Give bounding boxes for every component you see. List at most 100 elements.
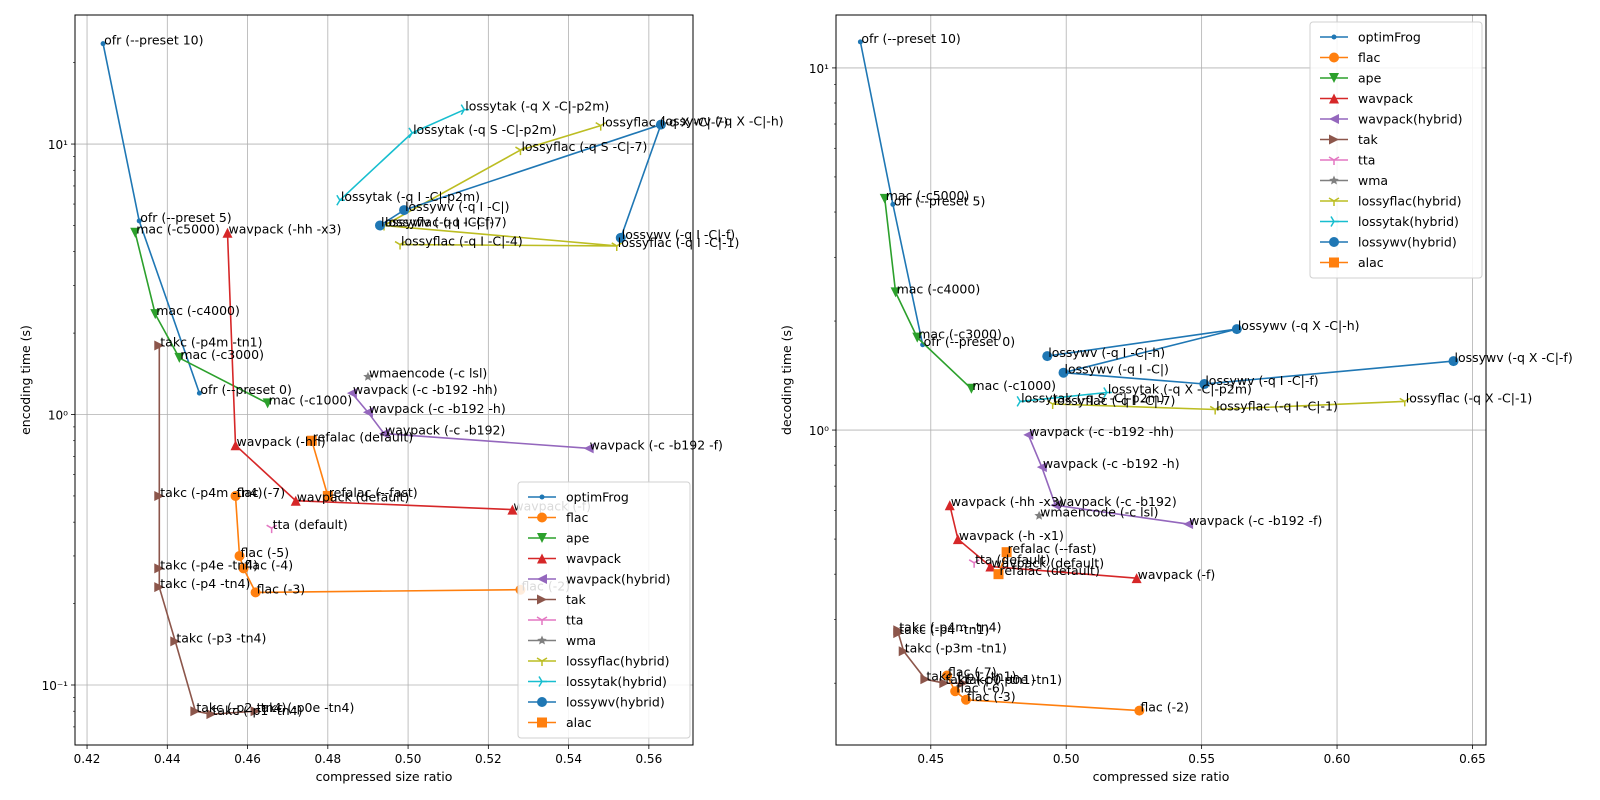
legend-marker <box>1328 156 1340 165</box>
point-label: mac (-c5000) <box>886 188 970 203</box>
data-point <box>362 407 373 418</box>
decoding-time-panel: 0.45 0.50 0.55 0.60 0.65 10⁰ 10¹ ofr (--preset … <box>779 14 1573 784</box>
legend-marker <box>1329 175 1339 185</box>
x-tick-label: 0.46 <box>234 752 261 766</box>
legend-marker <box>537 594 547 605</box>
point-label: wavpack (-c -b192) <box>385 423 505 438</box>
point-label: mac (-c4000) <box>897 281 981 296</box>
point-label: refalac (default) <box>1000 563 1100 578</box>
legend-entry: lossyflac(hybrid) <box>566 654 670 669</box>
point-label: lossyflac (-q S -C|-7) <box>521 139 647 154</box>
point-label: lossyflac (-q I -C|-1) <box>618 235 740 250</box>
data-point <box>1448 356 1459 367</box>
legend-entry: tak <box>566 592 587 607</box>
point-label: wavpack (-hh -x3) <box>228 222 341 237</box>
data-point <box>174 352 185 363</box>
data-point <box>1231 324 1242 335</box>
plot-area <box>857 39 1459 716</box>
point-label: takc (-p1 -tn1) <box>926 668 1016 683</box>
point-label: lossytak (-q S -C|-p2m) <box>1021 390 1164 405</box>
data-point <box>250 587 261 598</box>
data-point <box>196 390 202 396</box>
data-point <box>1047 400 1059 410</box>
point-label: ofr (--preset 5) <box>894 193 985 208</box>
x-tick-label: 0.50 <box>1053 752 1080 766</box>
data-point <box>611 242 623 251</box>
point-labels: ofr (--preset 10) ofr (--preset 5) ofr (--… <box>861 31 1572 715</box>
point-label: flac (-2) <box>1140 700 1189 715</box>
data-point <box>234 550 245 561</box>
legend-marker <box>537 533 547 543</box>
point-label: mac (-c5000) <box>136 222 220 237</box>
data-point <box>583 443 594 454</box>
series-line <box>1020 391 1107 403</box>
series-tak <box>893 625 969 689</box>
data-point <box>206 709 217 720</box>
data-point <box>136 218 142 224</box>
point-label: flac (-7) <box>948 665 997 680</box>
point-label: lossywv (-q I -C|-h) <box>1048 345 1165 360</box>
point-label: mac (-c4000) <box>156 303 240 318</box>
data-point <box>920 674 931 685</box>
legend-entry: tak <box>1358 132 1379 147</box>
point-label: wavpack (-c -b192 -h) <box>369 401 506 416</box>
point-label: takc (-p4 -tn4) <box>160 576 250 591</box>
y-tick-label: 10¹ <box>809 62 829 76</box>
data-point <box>1016 395 1026 407</box>
series-tta <box>266 524 278 534</box>
legend-entry: flac <box>1358 50 1381 65</box>
series-wma <box>363 371 373 381</box>
data-point <box>1001 547 1012 558</box>
point-label: takc (-p0e -tn1) <box>964 672 1062 687</box>
x-tick-label: 0.44 <box>154 752 181 766</box>
series-line <box>884 198 972 390</box>
data-point <box>346 388 357 399</box>
legend-entry: lossywv(hybrid) <box>1358 235 1457 250</box>
data-point <box>266 524 278 534</box>
legend-marker <box>1329 257 1339 268</box>
point-label: wavpack (-c -b192 -hh) <box>1029 424 1174 439</box>
legend-marker <box>537 717 547 728</box>
data-point <box>1036 462 1047 473</box>
point-label: wmaencode (-c lsl) <box>369 366 487 381</box>
legend-marker <box>1329 237 1339 247</box>
point-label: lossywv (-q X -C|-h) <box>662 114 784 129</box>
point-label: lossywv (-q I -C|-f) <box>1205 373 1318 388</box>
data-point <box>100 41 106 47</box>
legend-entry: tta <box>566 613 583 628</box>
point-label: wavpack (default) <box>991 555 1104 570</box>
data-point <box>912 332 923 343</box>
data-point <box>985 561 996 572</box>
legend-marker <box>1329 114 1339 124</box>
legend-marker <box>537 553 547 564</box>
data-point <box>154 490 165 501</box>
data-point <box>322 490 333 501</box>
legend-entry: wma <box>566 633 596 648</box>
point-label: ofr (--preset 10) <box>104 33 203 48</box>
data-point <box>507 504 518 515</box>
data-point <box>379 428 389 439</box>
data-point <box>968 559 980 568</box>
point-label: lossytak (-q I -C|-p2m) <box>341 189 480 204</box>
point-label: wmaencode (-c lsl) <box>1040 505 1158 520</box>
data-point <box>952 534 963 545</box>
x-tick-label: 0.48 <box>314 752 341 766</box>
point-label: ofr (--preset 0) <box>924 334 1015 349</box>
x-tick-label: 0.42 <box>74 752 101 766</box>
point-labels: ofr (--preset 10) ofr (--preset 5) ofr (--… <box>104 33 784 718</box>
point-label: lossywv (-q I -C|) <box>405 199 509 214</box>
data-point <box>374 220 385 231</box>
legend-entry: optimFrog <box>566 490 629 505</box>
legend-entry: wma <box>1358 173 1388 188</box>
legend-marker <box>536 616 548 625</box>
legend-marker <box>537 574 547 584</box>
point-label: wavpack (-c -b192) <box>1056 494 1176 509</box>
data-point <box>154 563 165 574</box>
x-tick-label: 0.50 <box>395 752 422 766</box>
legend-entry: wavpack <box>1358 91 1414 106</box>
legend-marker <box>537 512 547 523</box>
point-label: lossyflac (-q X -C|-1) <box>1406 390 1533 405</box>
series-line <box>379 123 663 239</box>
data-point <box>363 371 373 381</box>
point-label: wavpack (default) <box>297 490 410 505</box>
